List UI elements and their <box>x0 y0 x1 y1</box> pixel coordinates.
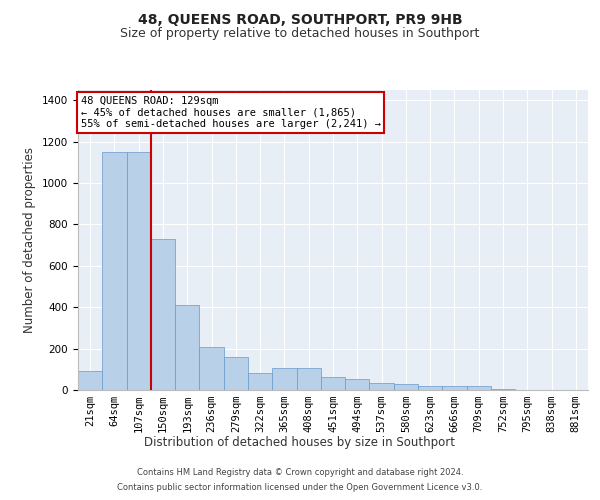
Bar <box>296 368 321 390</box>
Bar <box>467 386 491 390</box>
Text: Distribution of detached houses by size in Southport: Distribution of detached houses by size … <box>145 436 455 449</box>
Bar <box>102 152 127 390</box>
Bar <box>127 152 151 390</box>
Bar <box>442 386 467 390</box>
Bar <box>345 378 370 390</box>
Bar <box>199 346 224 390</box>
Bar <box>78 372 102 390</box>
Bar <box>151 239 175 390</box>
Bar <box>175 305 199 390</box>
Bar <box>272 368 296 390</box>
Text: Contains public sector information licensed under the Open Government Licence v3: Contains public sector information licen… <box>118 483 482 492</box>
Y-axis label: Number of detached properties: Number of detached properties <box>23 147 37 333</box>
Text: Size of property relative to detached houses in Southport: Size of property relative to detached ho… <box>121 28 479 40</box>
Text: 48 QUEENS ROAD: 129sqm
← 45% of detached houses are smaller (1,865)
55% of semi-: 48 QUEENS ROAD: 129sqm ← 45% of detached… <box>80 96 380 129</box>
Text: Contains HM Land Registry data © Crown copyright and database right 2024.: Contains HM Land Registry data © Crown c… <box>137 468 463 477</box>
Bar <box>418 386 442 390</box>
Bar <box>370 383 394 390</box>
Text: 48, QUEENS ROAD, SOUTHPORT, PR9 9HB: 48, QUEENS ROAD, SOUTHPORT, PR9 9HB <box>137 12 463 26</box>
Bar <box>394 384 418 390</box>
Bar <box>248 374 272 390</box>
Bar <box>224 357 248 390</box>
Bar <box>321 376 345 390</box>
Bar <box>491 389 515 390</box>
